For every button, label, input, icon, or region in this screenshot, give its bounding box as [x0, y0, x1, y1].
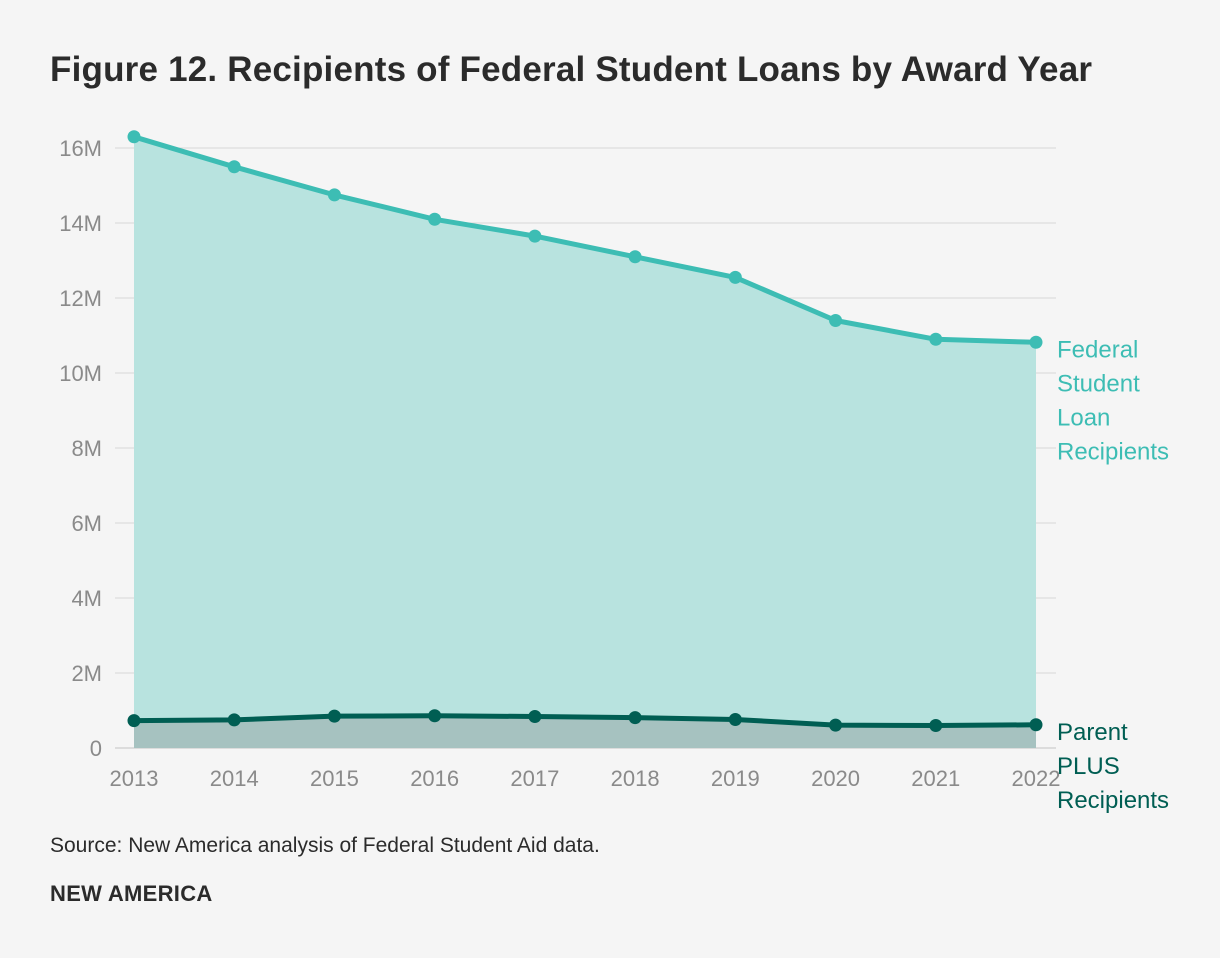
data-point [428, 709, 442, 723]
data-point [728, 713, 742, 726]
data-point [1029, 335, 1043, 349]
chart-title: Figure 12. Recipients of Federal Student… [50, 50, 1093, 89]
data-point [628, 250, 642, 264]
data-point [728, 270, 742, 284]
data-point [428, 212, 442, 226]
series-line [131, 713, 1039, 728]
data-point [929, 719, 943, 732]
x-tick-label: 2022 [1012, 766, 1061, 791]
y-tick-label: 10M [59, 361, 102, 386]
series-label: Recipients [1057, 438, 1169, 465]
source-note: Source: New America analysis of Federal … [50, 834, 600, 857]
series-labels: Federal Student Loan Recipients Parent PLUS Re… [1057, 336, 1169, 814]
x-tick-label: 2017 [510, 766, 559, 791]
series-areas [134, 136, 1036, 749]
x-tick-label: 2015 [310, 766, 359, 791]
data-point [829, 718, 843, 732]
x-tick-label: 2013 [110, 766, 159, 791]
y-axis-ticks: 0 2M 4M 6M 8M 10M 12M 14M 16M [59, 136, 102, 761]
x-tick-label: 2018 [611, 766, 660, 791]
data-point [528, 710, 542, 723]
y-tick-label: 4M [71, 586, 102, 611]
data-point [628, 711, 642, 725]
y-tick-label: 8M [71, 436, 102, 461]
y-tick-label: 14M [59, 211, 102, 236]
data-point [528, 229, 542, 243]
x-axis-ticks: 2013 2014 2015 2016 2017 2018 2019 2020 2021 2022 [110, 766, 1061, 791]
series-label: Recipients [1057, 787, 1169, 814]
data-point [829, 314, 843, 327]
brand-logo-text: NEW AMERICA [50, 881, 213, 906]
x-tick-label: 2016 [410, 766, 459, 791]
data-point [929, 332, 943, 346]
series-label: Student [1057, 370, 1140, 397]
x-tick-label: 2021 [911, 766, 960, 791]
y-tick-label: 12M [59, 286, 102, 311]
data-point [327, 188, 341, 202]
series-label: PLUS [1057, 753, 1120, 780]
y-tick-label: 16M [59, 136, 102, 161]
series-area [134, 136, 1036, 749]
x-tick-label: 2014 [210, 766, 259, 791]
data-point [227, 713, 241, 727]
data-point [227, 160, 241, 174]
data-point [127, 714, 141, 728]
y-tick-label: 0 [90, 736, 102, 761]
series-points [127, 130, 1043, 732]
x-tick-label: 2020 [811, 766, 860, 791]
y-tick-label: 2M [71, 661, 102, 686]
data-point [327, 709, 341, 723]
data-point [1029, 718, 1043, 732]
series-line [131, 134, 1039, 345]
series-label: Loan [1057, 404, 1110, 431]
series-label: Federal [1057, 336, 1138, 363]
y-tick-label: 6M [71, 511, 102, 536]
x-tick-label: 2019 [711, 766, 760, 791]
series-lines [131, 134, 1039, 728]
series-label: Parent [1057, 719, 1128, 746]
data-point [127, 130, 141, 144]
